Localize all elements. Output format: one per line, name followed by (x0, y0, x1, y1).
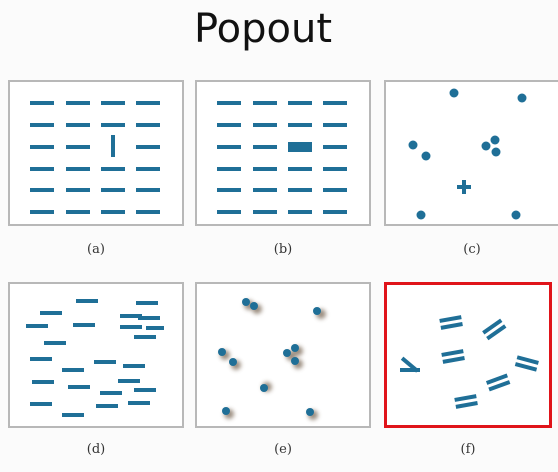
panel-d-graphic (26, 299, 164, 417)
panel-a-graphic (30, 101, 160, 214)
panel-c-graphic (408, 88, 527, 220)
caption-f: (f) (460, 442, 476, 457)
bar-pairs-f (400, 315, 539, 409)
caption-c: (c) (463, 242, 481, 257)
dot-field-c (408, 88, 527, 220)
page-title: Popout (193, 6, 333, 52)
dash-scatter-d (26, 299, 164, 417)
panel-e (195, 282, 371, 428)
panel-e-graphic (218, 298, 326, 420)
panel-b (195, 80, 371, 226)
panel-d (8, 282, 184, 428)
panel-f-graphic (400, 315, 539, 409)
thick-target-bar (288, 142, 312, 152)
caption-a: (a) (87, 242, 105, 257)
panel-a (8, 80, 184, 226)
caption-b: (b) (273, 242, 293, 257)
dot-field-e (218, 298, 321, 416)
vertical-target-bar (111, 135, 115, 157)
dash-grid-b (217, 101, 347, 214)
dash-grid-a (30, 101, 160, 214)
panel-c (384, 80, 558, 226)
panel-b-graphic (217, 101, 347, 214)
caption-d: (d) (86, 442, 106, 457)
caption-e: (e) (274, 442, 292, 457)
panel-f (384, 282, 552, 428)
plus-target (457, 180, 471, 194)
